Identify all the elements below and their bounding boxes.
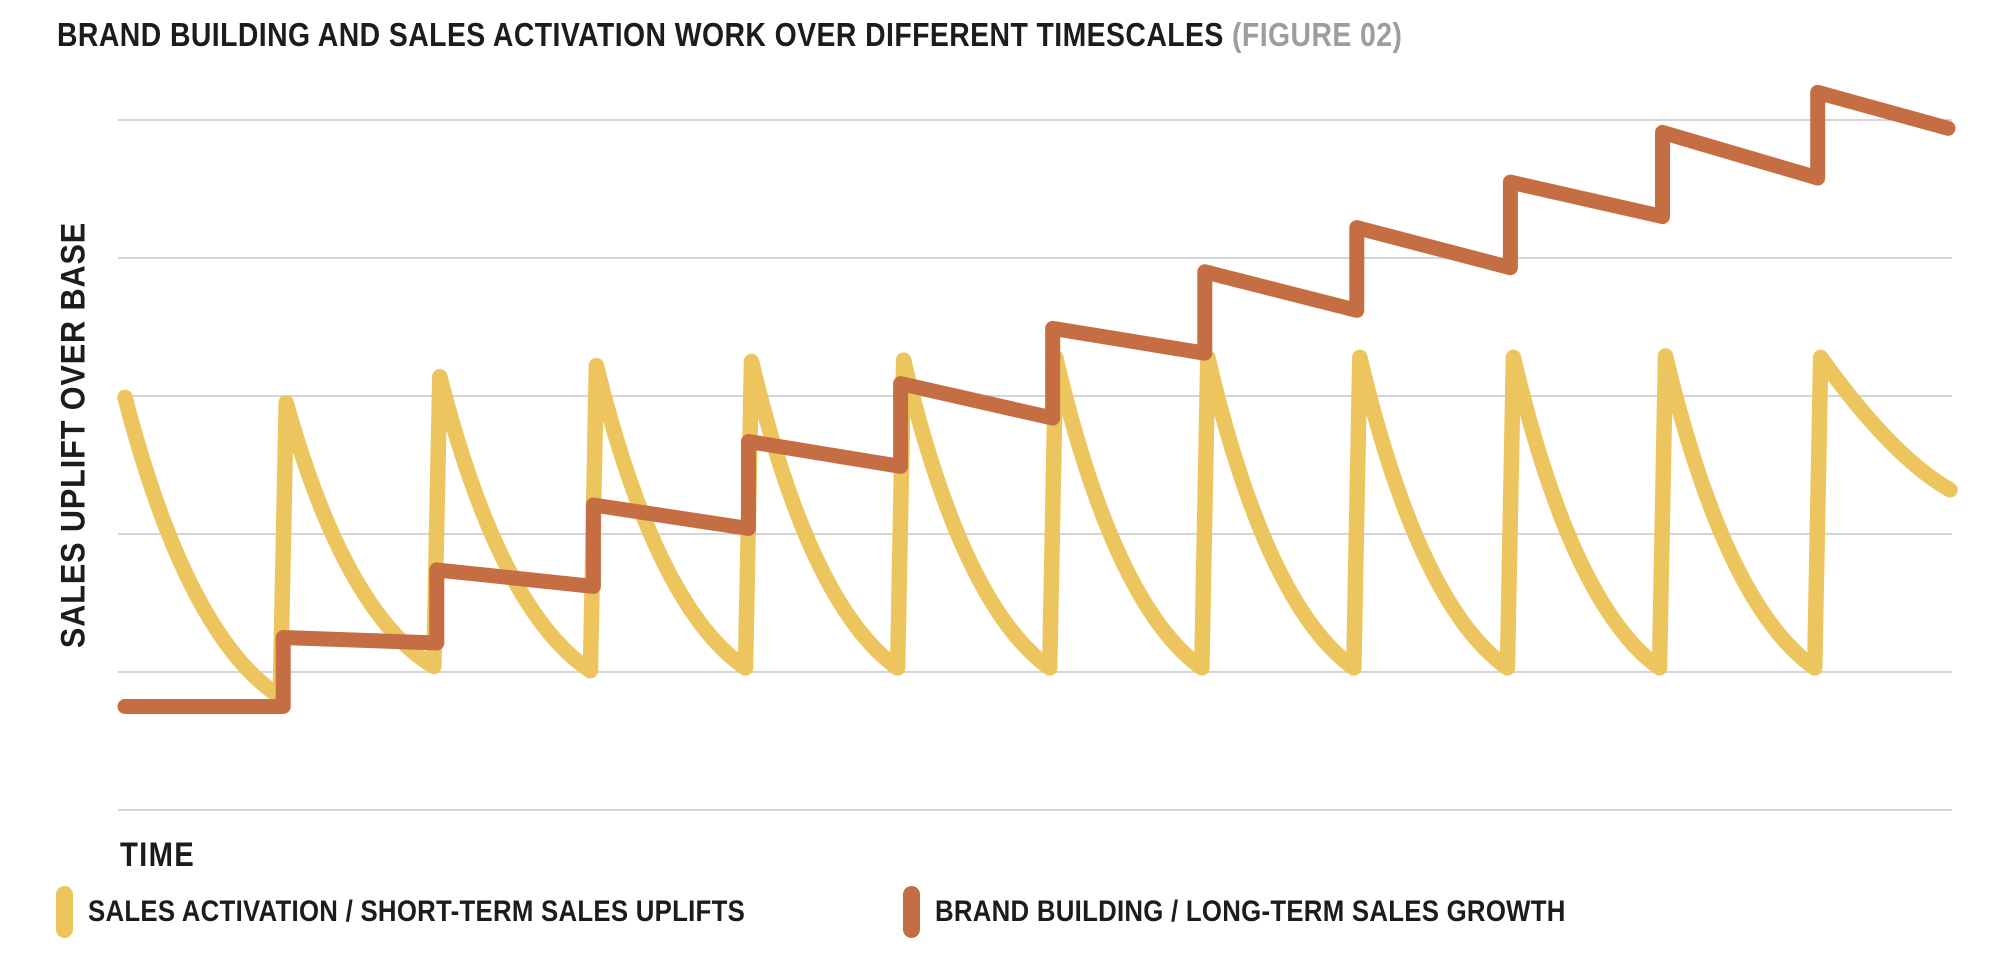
legend-label-brand-building-text: BRAND BUILDING / LONG-TERM SALES GROWTH bbox=[935, 895, 1566, 928]
brand-building-line bbox=[117, 84, 1956, 714]
sales-activation-swatch bbox=[56, 886, 73, 938]
figure-tag: (FIGURE 02) bbox=[1232, 16, 1403, 53]
legend-label-sales-activation-text: SALES ACTIVATION / SHORT-TERM SALES UPLI… bbox=[88, 895, 746, 928]
legend-item-sales-activation: SALES ACTIVATION / SHORT-TERM SALES UPLI… bbox=[56, 886, 852, 938]
sales-activation-line bbox=[117, 348, 1958, 705]
gridlines bbox=[118, 119, 1952, 811]
legend-label-brand-building: BRAND BUILDING / LONG-TERM SALES GROWTH bbox=[935, 886, 1668, 938]
chart-title: BRAND BUILDING AND SALES ACTIVATION WORK… bbox=[57, 16, 1621, 54]
brand-building-swatch bbox=[903, 886, 920, 938]
x-axis-label-text: TIME bbox=[120, 836, 196, 874]
chart-title-text: BRAND BUILDING AND SALES ACTIVATION WORK… bbox=[57, 16, 1224, 53]
y-axis-label: SALES UPLIFT OVER BASE bbox=[54, 221, 93, 649]
legend-label-sales-activation: SALES ACTIVATION / SHORT-TERM SALES UPLI… bbox=[88, 886, 852, 938]
x-axis-label: TIME bbox=[120, 836, 207, 875]
legend-item-brand-building: BRAND BUILDING / LONG-TERM SALES GROWTH bbox=[903, 886, 1668, 938]
